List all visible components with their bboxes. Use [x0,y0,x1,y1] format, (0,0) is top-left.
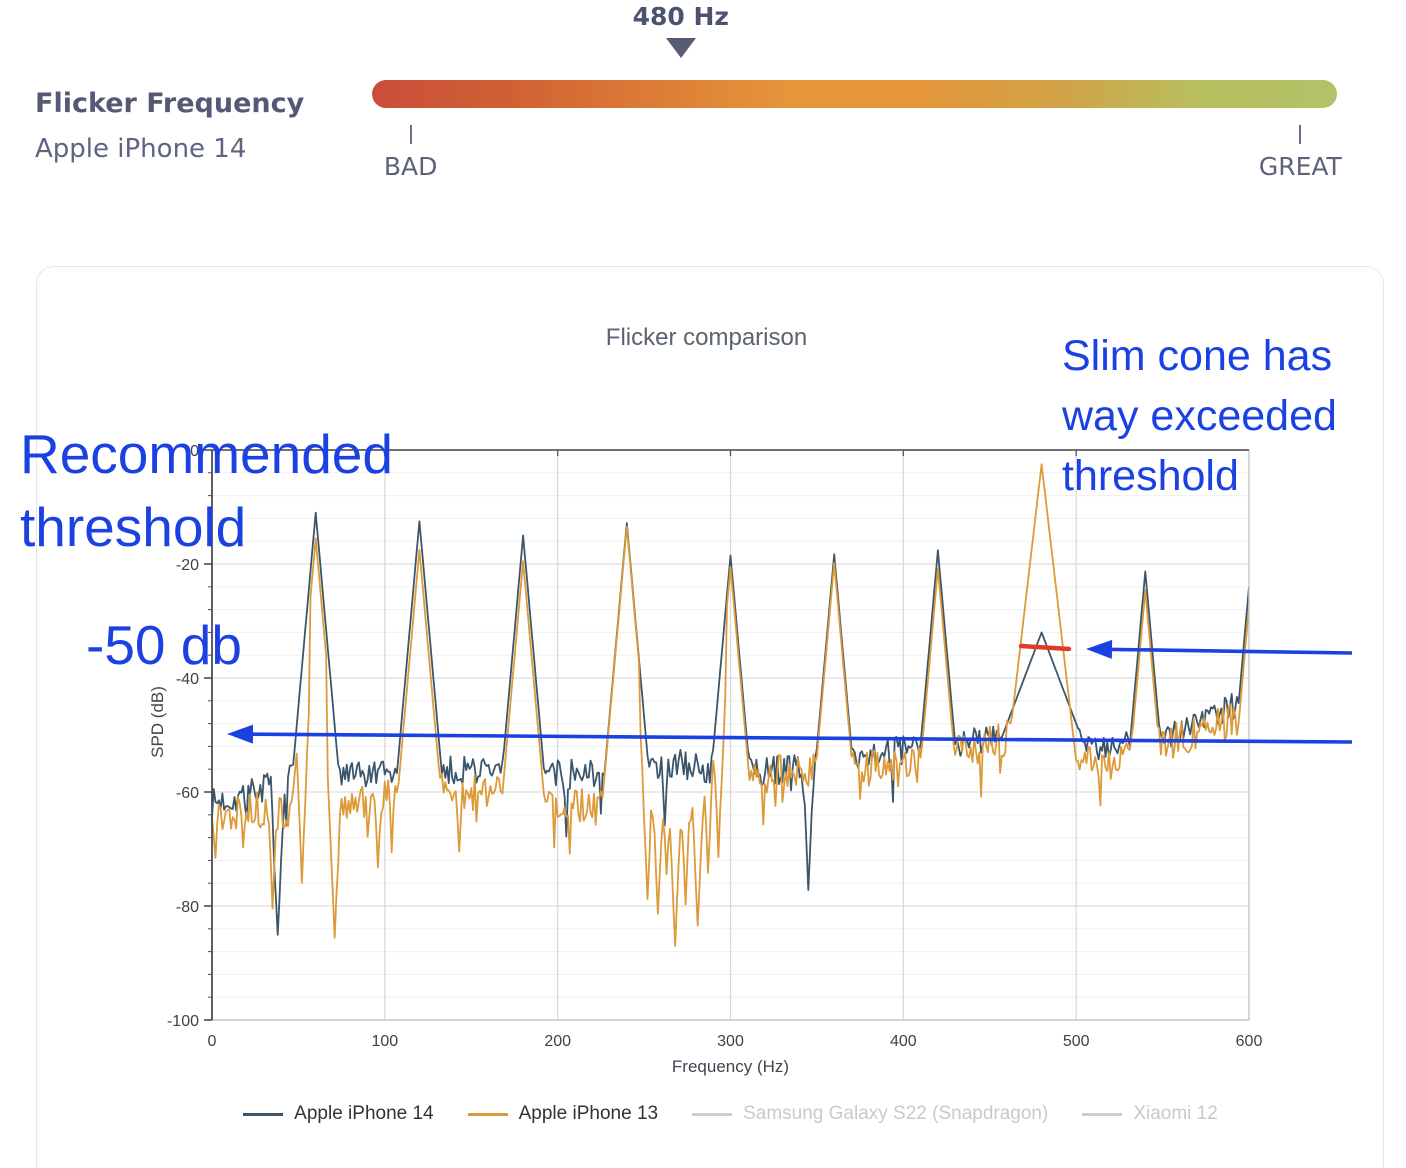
device-name: Apple iPhone 14 [35,134,247,164]
chart-legend: Apple iPhone 14 Apple iPhone 13 Samsung Ga… [212,1103,1249,1125]
x-tick-label: 300 [717,1033,744,1050]
y-tick-label: -100 [167,1013,199,1030]
x-tick-label: 500 [1063,1033,1090,1050]
score-gradient-bar [372,80,1337,108]
y-tick-label: 0 [190,443,199,460]
y-axis-label: SPD (dB) [148,686,167,758]
legend-item-samsung-galaxy-s22-snapdragon-[interactable]: Samsung Galaxy S22 (Snapdragon) [692,1103,1048,1125]
x-tick-label: 400 [890,1033,917,1050]
legend-swatch [692,1112,733,1116]
x-tick-label: 100 [371,1033,398,1050]
y-tick-label: -60 [176,785,199,802]
legend-label: Apple iPhone 14 [294,1103,434,1124]
legend-swatch [243,1112,284,1116]
legend-item-apple-iphone-14[interactable]: Apple iPhone 14 [243,1103,434,1125]
chart-title: Flicker comparison [605,324,808,351]
series-line-apple-iphone-13 [212,463,1249,947]
y-tick-label: -80 [176,899,199,916]
chart-card [36,266,1384,1168]
legend-label: Xiaomi 12 [1133,1103,1218,1124]
tick-line [1299,125,1302,144]
legend-swatch [1082,1112,1123,1116]
y-tick-label: -40 [176,671,199,688]
scale-max-label: GREAT [1258,152,1342,181]
legend-label: Samsung Galaxy S22 (Snapdragon) [743,1103,1049,1124]
score-marker-value: 480 Hz [632,2,729,31]
tick-line [409,125,412,144]
legend-item-apple-iphone-13[interactable]: Apple iPhone 13 [467,1103,659,1125]
x-tick-label: 600 [1236,1033,1263,1050]
legend-swatch [467,1112,508,1116]
y-tick-label: -20 [176,557,199,574]
metric-label: Flicker Frequency [35,88,305,119]
annotation-exceeded-note: Slim cone has way exceeded threshold [1062,332,1337,501]
x-axis-label: Frequency (Hz) [671,1057,790,1076]
series-line-apple-iphone-14 [212,511,1249,936]
scale-min-label: BAD [383,152,438,181]
x-tick-label: 0 [208,1033,217,1050]
marker-triangle-icon [665,38,696,58]
legend-label: Apple iPhone 13 [518,1103,659,1124]
x-tick-label: 200 [544,1033,571,1050]
series-lines [212,463,1249,947]
legend-item-xiaomi-12[interactable]: Xiaomi 12 [1082,1103,1218,1125]
annotation-threshold-value: -50 db [86,614,242,676]
annotation-recommended-threshold: Recommended threshold [20,423,393,558]
